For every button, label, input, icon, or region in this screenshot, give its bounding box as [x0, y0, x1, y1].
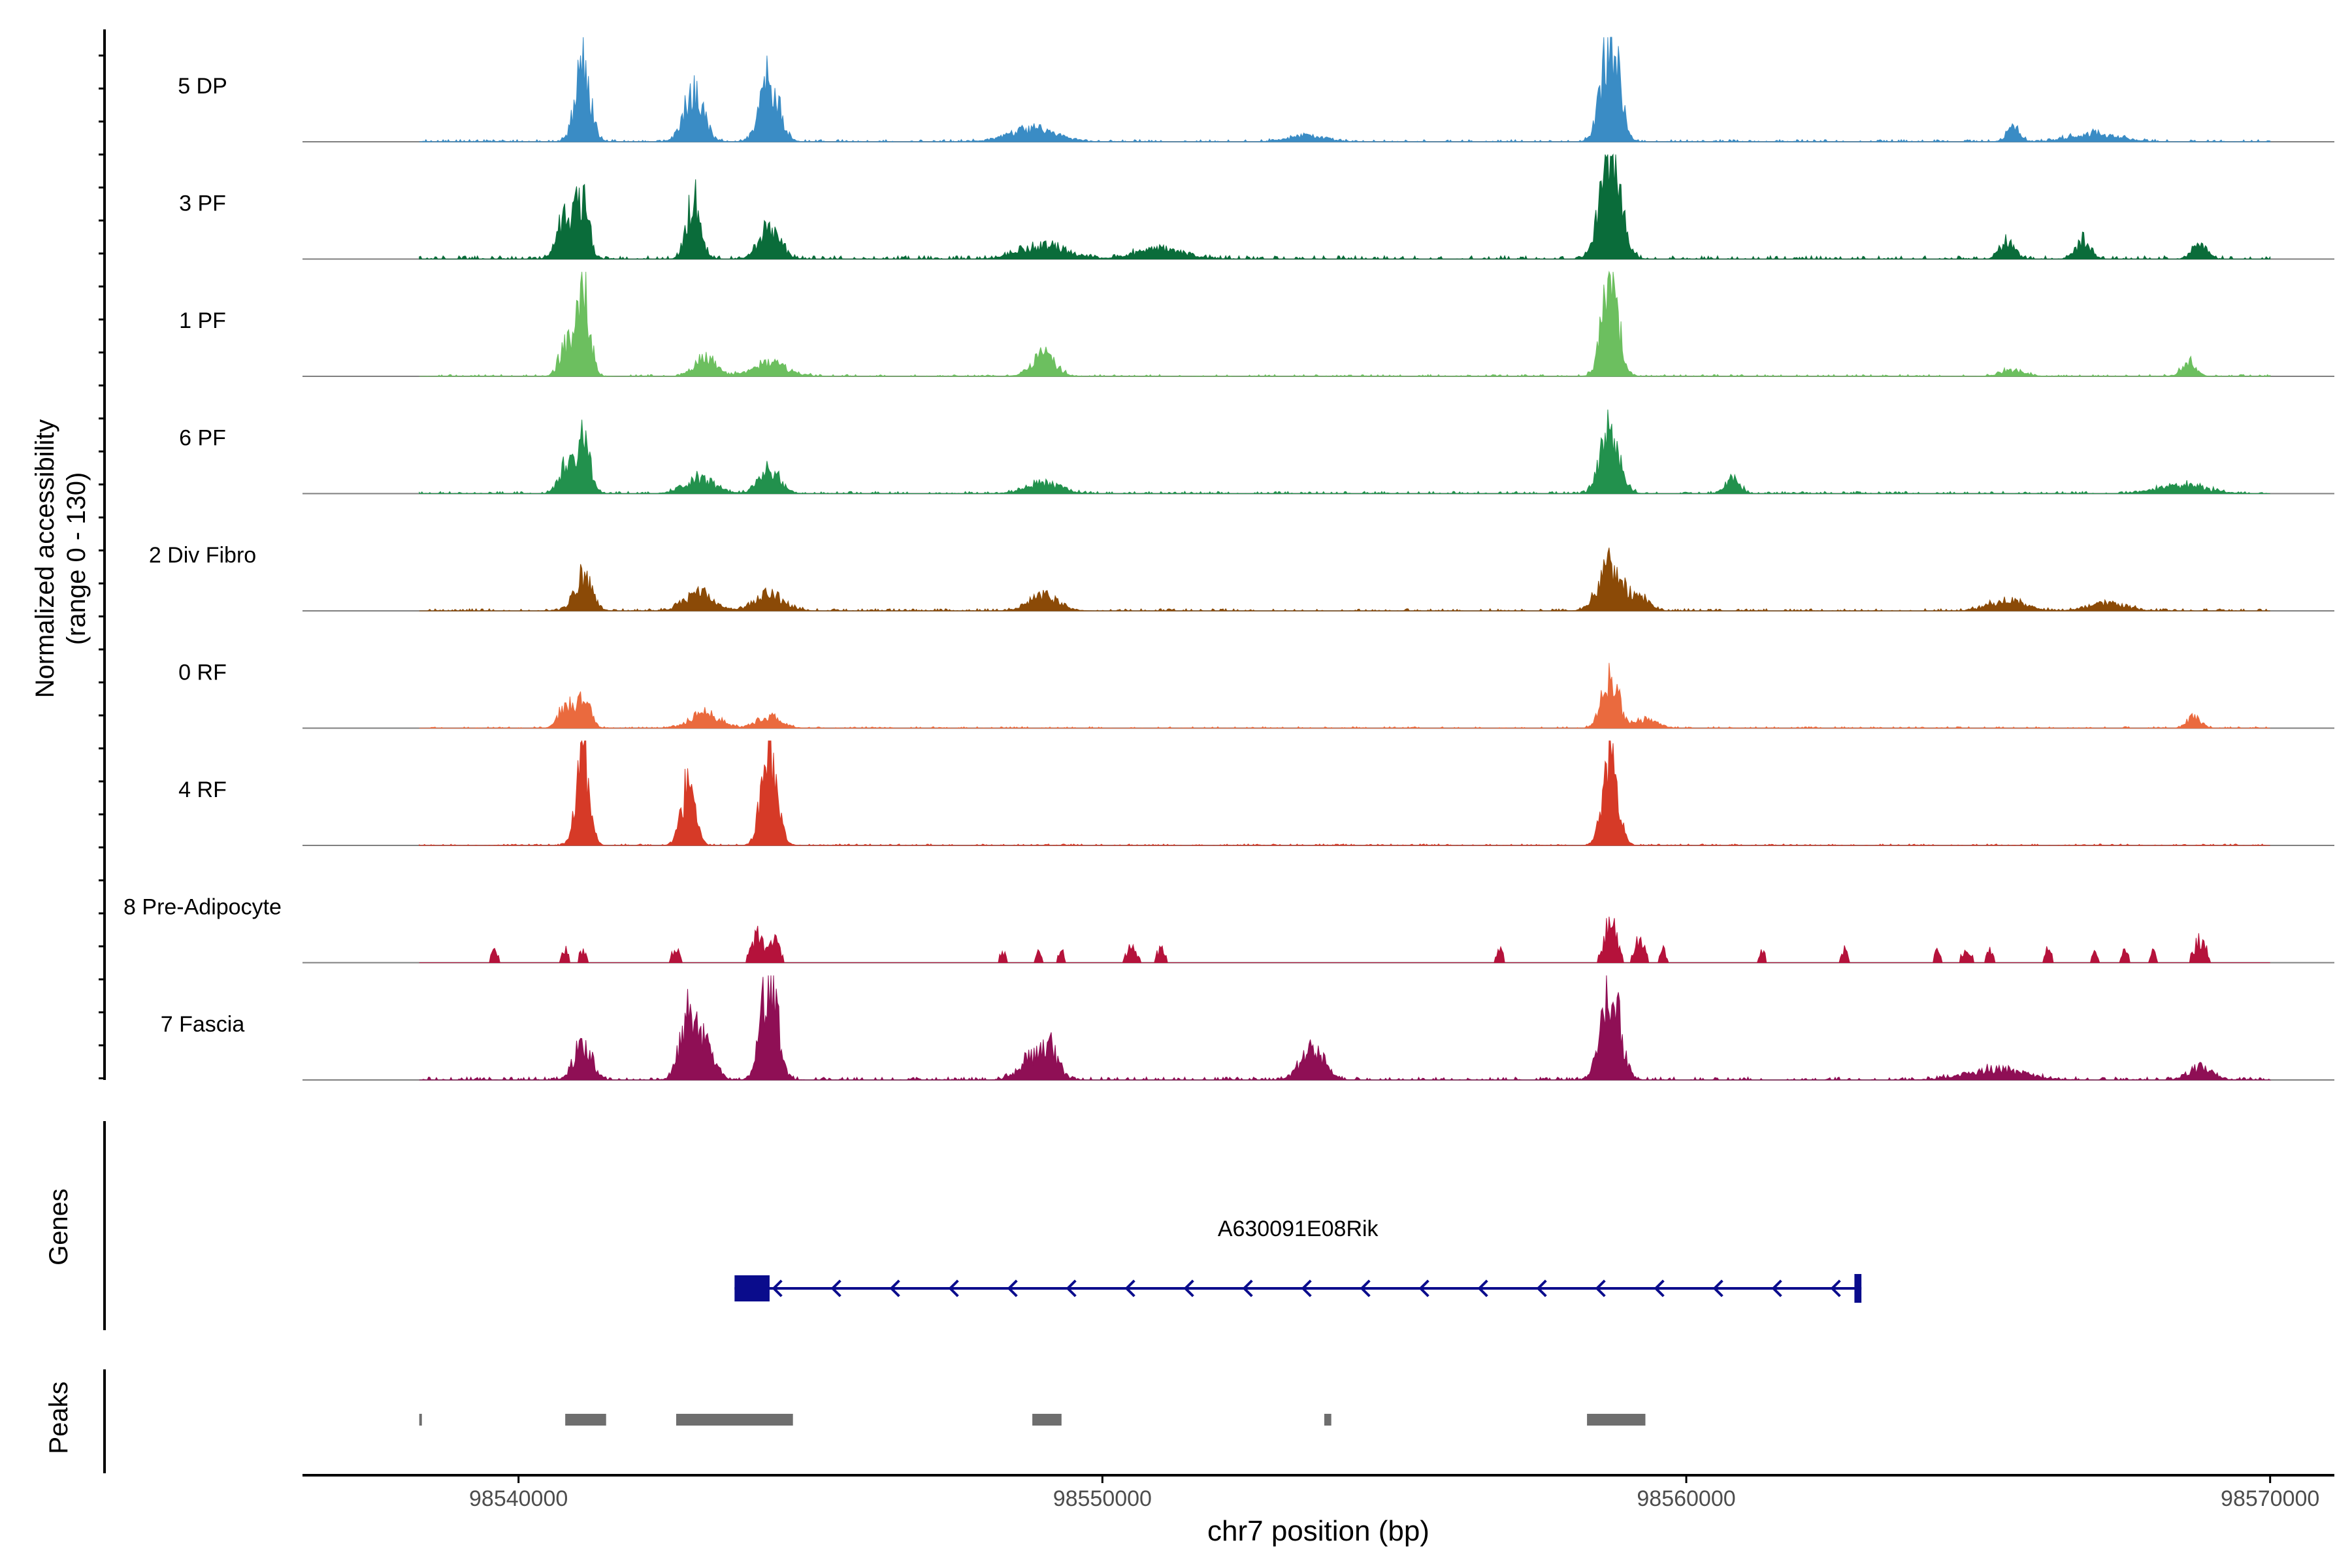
track-label: 1 PF: [179, 308, 226, 333]
track-label: 6 PF: [179, 426, 226, 451]
strand-arrow: [889, 1279, 900, 1298]
peak-region: [1032, 1414, 1062, 1426]
coverage-track: 6 PF: [179, 409, 2334, 495]
y-axis-label-line2: (range 0 - 130): [62, 472, 91, 645]
gene-exon: [1854, 1274, 1862, 1303]
x-tick-label: 98550000: [1053, 1486, 1152, 1511]
track-area: [419, 270, 2271, 377]
coverage-track: 2 Div Fibro: [149, 543, 2334, 612]
gene-label: A630091E08Rik: [1218, 1217, 1379, 1241]
coverage-track: 8 Pre-Adipocyte: [123, 895, 2334, 964]
track-area: [419, 37, 2271, 142]
track-label: 2 Div Fibro: [149, 543, 256, 568]
strand-arrow: [830, 1279, 841, 1298]
track-label: 5 DP: [178, 74, 227, 99]
y-axis-label: Normalized accessibility (range 0 - 130): [31, 419, 91, 698]
coverage-track: 3 PF: [179, 153, 2334, 260]
track-area: [419, 153, 2271, 260]
x-axis: 98540000 98550000 98560000 98570000: [302, 1474, 2334, 1511]
track-label: 0 RF: [178, 661, 227, 685]
peak-region: [1324, 1414, 1331, 1426]
peak-region: [1587, 1414, 1646, 1426]
track-area: [419, 547, 2270, 612]
x-tick-label: 98560000: [1637, 1486, 1735, 1511]
strand-arrow: [1183, 1279, 1194, 1298]
strand-arrow: [772, 1279, 783, 1298]
coverage-track: 5 DP: [178, 37, 2334, 142]
coverage-track: 0 RF: [178, 661, 2334, 729]
peak-regions: [419, 1414, 1646, 1426]
strand-arrow: [1477, 1279, 1488, 1298]
genes-panel-label: Genes: [44, 1188, 73, 1266]
x-axis-label: chr7 position (bp): [1207, 1515, 1429, 1547]
gene-track: A630091E08Rik: [734, 1217, 1862, 1303]
strand-arrow: [1654, 1279, 1665, 1298]
coverage-tracks: 5 DP 3 PF 1 PF 6 PF 2 Div Fibro 0 RF 4 RF 8 Pre…: [123, 37, 2334, 1081]
strand-arrow: [948, 1279, 959, 1298]
track-area: [419, 916, 2270, 963]
strand-arrow: [1595, 1279, 1606, 1298]
track-label: 3 PF: [179, 191, 226, 216]
y-axis-label-line1: Normalized accessibility: [31, 419, 59, 698]
coverage-track: 1 PF: [179, 270, 2334, 377]
gene-exon: [734, 1275, 770, 1301]
strand-arrow: [1771, 1279, 1782, 1298]
peak-region: [676, 1414, 793, 1426]
coverage-track: 4 RF: [178, 740, 2334, 846]
track-area: [419, 409, 2270, 495]
strand-arrow: [1242, 1279, 1253, 1298]
track-area: [419, 662, 2270, 729]
strand-arrow: [1712, 1279, 1723, 1298]
strand-arrow: [1301, 1279, 1312, 1298]
strand-arrow: [1007, 1279, 1018, 1298]
strand-arrow: [1360, 1279, 1371, 1298]
coverage-y-axis-ticks: [99, 54, 105, 1079]
x-tick-label: 98570000: [2221, 1486, 2319, 1511]
peak-region: [565, 1414, 606, 1426]
strand-arrow: [1066, 1279, 1077, 1298]
track-area: [419, 740, 2270, 846]
x-tick-label: 98540000: [469, 1486, 568, 1511]
track-label: 8 Pre-Adipocyte: [123, 895, 282, 920]
coverage-track: 7 Fascia: [161, 975, 2334, 1081]
track-area: [419, 975, 2272, 1081]
peaks-panel-label: Peaks: [44, 1381, 73, 1454]
strand-arrow: [1418, 1279, 1429, 1298]
track-label: 4 RF: [178, 777, 227, 802]
strand-arrow: [1124, 1279, 1135, 1298]
track-label: 7 Fascia: [161, 1012, 245, 1037]
strand-arrow: [1830, 1279, 1841, 1298]
strand-arrow: [1536, 1279, 1547, 1298]
peak-region: [419, 1414, 422, 1426]
